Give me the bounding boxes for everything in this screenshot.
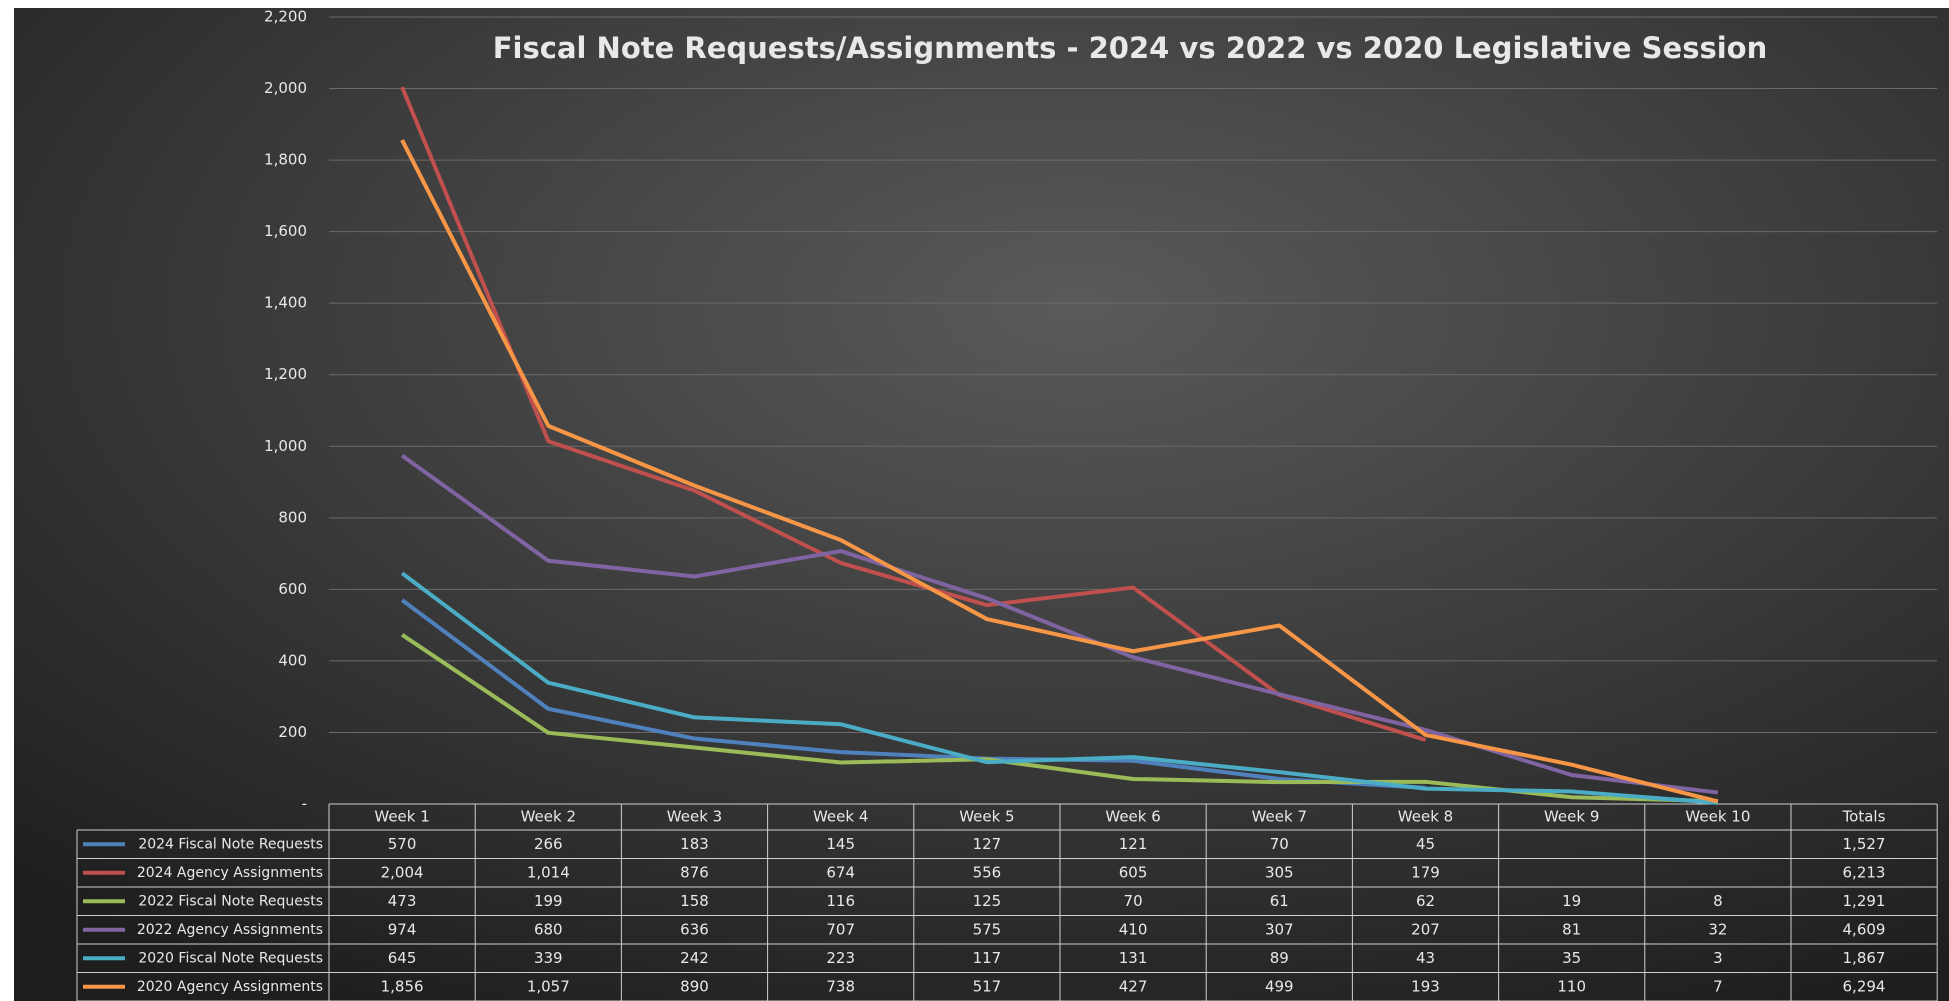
table-value: 110: [1557, 977, 1586, 995]
table-value: 427: [1119, 977, 1148, 995]
table-value: 121: [1119, 835, 1148, 853]
chart-title: Fiscal Note Requests/Assignments - 2024 …: [493, 31, 1768, 65]
x-tick-label: Week 8: [1398, 808, 1453, 826]
x-tick-label: Week 9: [1544, 808, 1599, 826]
table-total: 1,291: [1843, 892, 1886, 910]
table-value: 605: [1119, 863, 1148, 881]
table-value: 636: [680, 920, 709, 938]
table-value: 89: [1270, 949, 1289, 967]
table-value: 876: [680, 863, 709, 881]
legend-label: 2024 Agency Assignments: [137, 865, 323, 881]
table-value: 517: [973, 977, 1002, 995]
series-line: [400, 86, 1427, 742]
table-value: 8: [1713, 892, 1723, 910]
table-value: 19: [1562, 892, 1581, 910]
table-value: 32: [1708, 920, 1727, 938]
y-tick-label: 1,400: [264, 294, 307, 312]
x-tick-label: Week 5: [959, 808, 1014, 826]
table-value: 307: [1265, 920, 1294, 938]
y-tick-label: 1,200: [264, 365, 307, 383]
table-value: 305: [1265, 863, 1294, 881]
x-tick-label: Week 7: [1252, 808, 1307, 826]
series-line: [400, 139, 1719, 804]
table-total: 6,213: [1843, 863, 1886, 881]
y-tick-label: 1,800: [264, 151, 307, 169]
table-value: 117: [973, 949, 1002, 967]
x-tick-label: Week 4: [813, 808, 868, 826]
table-value: 193: [1411, 977, 1440, 995]
table-total: 4,609: [1843, 920, 1886, 938]
table-value: 125: [973, 892, 1002, 910]
table-value: 43: [1416, 949, 1435, 967]
x-tick-label: Week 3: [667, 808, 722, 826]
table-value: 61: [1270, 892, 1289, 910]
table-value: 127: [973, 835, 1002, 853]
table-value: 1,057: [527, 977, 570, 995]
table-value: 1,856: [381, 977, 424, 995]
table-value: 45: [1416, 835, 1435, 853]
legend-label: 2020 Agency Assignments: [137, 979, 323, 995]
table-value: 674: [826, 863, 855, 881]
table-value: 556: [973, 863, 1002, 881]
y-tick-label: 200: [278, 723, 307, 741]
legend-label: 2022 Fiscal Note Requests: [138, 893, 323, 909]
y-tick-label: 2,200: [264, 8, 307, 26]
table-value: 890: [680, 977, 709, 995]
x-tick-label: Week 2: [521, 808, 576, 826]
table-total: 1,867: [1843, 949, 1886, 967]
table-value: 410: [1119, 920, 1148, 938]
y-tick-label: 1,000: [264, 437, 307, 455]
table-value: 1,014: [527, 863, 570, 881]
y-tick-label: -: [302, 795, 307, 813]
y-tick-label: 2,000: [264, 79, 307, 97]
totals-header: Totals: [1842, 808, 1886, 826]
table-value: 116: [826, 892, 855, 910]
legend-label: 2024 Fiscal Note Requests: [138, 836, 323, 852]
table-value: 3: [1713, 949, 1723, 967]
legend-label: 2022 Agency Assignments: [137, 922, 323, 938]
table-value: 499: [1265, 977, 1294, 995]
table-value: 645: [388, 949, 417, 967]
table-value: 145: [826, 835, 855, 853]
table-value: 35: [1562, 949, 1581, 967]
series-line: [400, 598, 1426, 790]
table-value: 70: [1124, 892, 1143, 910]
x-tick-label: Week 10: [1685, 808, 1750, 826]
table-value: 2,004: [381, 863, 424, 881]
table-value: 7: [1713, 977, 1723, 995]
table-value: 707: [826, 920, 855, 938]
chart-background: [14, 8, 1949, 1001]
table-value: 183: [680, 835, 709, 853]
table-total: 6,294: [1843, 977, 1886, 995]
table-value: 81: [1562, 920, 1581, 938]
table-value: 62: [1416, 892, 1435, 910]
table-value: 207: [1411, 920, 1440, 938]
table-value: 158: [680, 892, 709, 910]
table-value: 179: [1411, 863, 1440, 881]
series-line: [400, 571, 1719, 805]
y-tick-label: 800: [278, 508, 307, 526]
table-value: 70: [1270, 835, 1289, 853]
series-line: [400, 453, 1719, 795]
table-value: 339: [534, 949, 563, 967]
table-value: 974: [388, 920, 417, 938]
table-value: 223: [826, 949, 855, 967]
x-tick-label: Week 6: [1105, 808, 1160, 826]
table-value: 738: [826, 977, 855, 995]
table-value: 266: [534, 835, 563, 853]
y-tick-label: 600: [278, 580, 307, 598]
table-value: 131: [1119, 949, 1148, 967]
table-value: 242: [680, 949, 709, 967]
legend-label: 2020 Fiscal Note Requests: [138, 950, 323, 966]
y-tick-label: 400: [278, 651, 307, 669]
table-value: 575: [973, 920, 1002, 938]
table-value: 680: [534, 920, 563, 938]
table-value: 199: [534, 892, 563, 910]
table-total: 1,527: [1843, 835, 1886, 853]
y-tick-label: 1,600: [264, 222, 307, 240]
x-tick-label: Week 1: [374, 808, 429, 826]
table-value: 473: [388, 892, 417, 910]
table-value: 570: [388, 835, 417, 853]
